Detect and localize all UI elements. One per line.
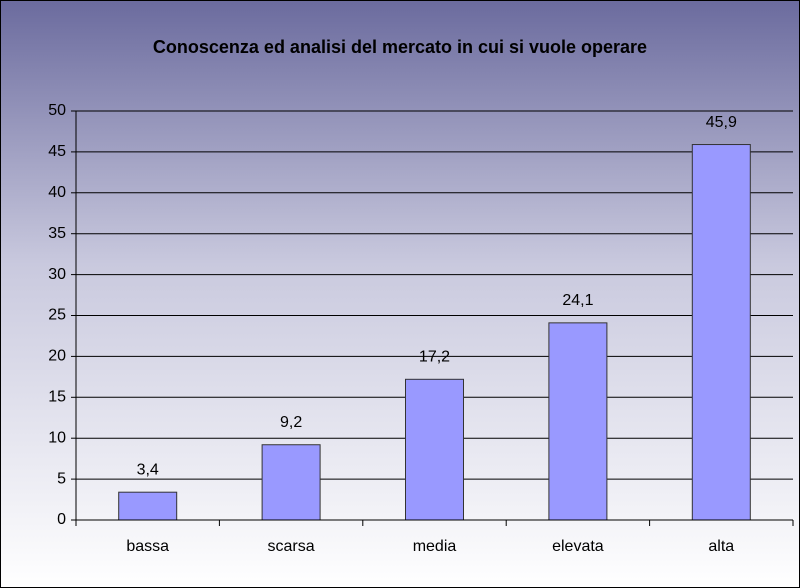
bar <box>261 444 321 521</box>
value-label: 9,2 <box>280 414 302 431</box>
y-tick-label: 30 <box>48 266 66 283</box>
y-tick-label: 45 <box>48 143 66 160</box>
x-tick-label: elevata <box>552 538 604 555</box>
bar <box>405 378 464 521</box>
bar <box>548 322 608 521</box>
bar <box>691 144 751 521</box>
y-tick-label: 35 <box>48 225 66 242</box>
x-tick-label: bassa <box>126 538 169 555</box>
value-label: 3,4 <box>137 461 159 478</box>
y-tick-label: 40 <box>48 184 66 201</box>
chart-title: Conoscenza ed analisi del mercato in cui… <box>152 37 648 57</box>
y-tick-label: 50 <box>48 102 66 119</box>
x-tick-label: scarsa <box>268 538 315 555</box>
y-tick-label: 0 <box>57 511 66 528</box>
x-tick-label: media <box>413 538 457 555</box>
bar <box>118 491 178 521</box>
y-tick-label: 25 <box>48 307 66 324</box>
x-tick-label: alta <box>708 538 734 555</box>
y-tick-label: 10 <box>48 429 66 446</box>
y-tick-label: 15 <box>48 389 66 406</box>
value-label: 24,1 <box>562 292 593 309</box>
value-label: 17,2 <box>419 349 450 366</box>
value-label: 45,9 <box>706 114 737 131</box>
y-tick-label: 20 <box>48 348 66 365</box>
y-tick-label: 5 <box>57 470 66 487</box>
